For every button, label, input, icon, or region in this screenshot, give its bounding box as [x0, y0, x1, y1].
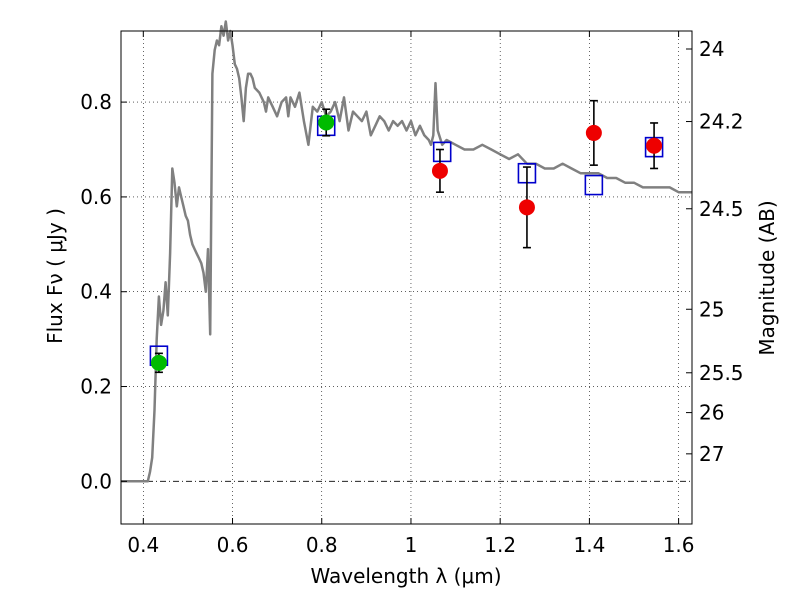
observed-point [150, 354, 167, 371]
model-spectrum [121, 20, 692, 483]
y-tick-label: 0.0 [80, 469, 112, 493]
x-axis-label: Wavelength λ (μm) [310, 564, 501, 588]
x-tick-labels: 0.4 0.6 0.8 1 1.2 1.4 1.6 [127, 533, 694, 557]
right-tick-label: 26 [699, 401, 724, 425]
axis-ticks [121, 31, 692, 524]
y-tick-label: 0.4 [80, 280, 112, 304]
x-tick-label: 1.4 [573, 533, 605, 557]
plot-frame [120, 30, 693, 525]
right-tick-label: 27 [699, 442, 724, 466]
y-tick-label: 0.8 [80, 90, 112, 114]
observed-points [150, 114, 663, 371]
x-tick-label: 1.6 [663, 533, 695, 557]
x-tick-label: 1.2 [484, 533, 516, 557]
right-tick-label: 24 [699, 37, 724, 61]
right-tick-label: 24.2 [699, 110, 744, 134]
observed-point [518, 199, 535, 216]
y-tick-label: 0.2 [80, 375, 112, 399]
x-tick-label: 1 [405, 533, 418, 557]
x-tick-label: 0.6 [217, 533, 249, 557]
model-boxes [149, 115, 664, 367]
model-box-marker [584, 174, 604, 196]
observed-point [585, 124, 602, 141]
right-tick-labels: 24 24.2 24.5 25 25.5 26 27 [699, 37, 744, 466]
error-bars [154, 99, 659, 374]
right-axis-label: Magnitude (AB) [755, 200, 779, 355]
right-tick-label: 25 [699, 297, 724, 321]
right-tick-label: 25.5 [699, 361, 744, 385]
model-spectrum-line [121, 20, 692, 483]
x-tick-label: 0.8 [306, 533, 338, 557]
observed-point [431, 162, 448, 179]
x-tick-label: 0.4 [127, 533, 159, 557]
observed-point [318, 114, 335, 131]
right-tick-label: 24.5 [699, 197, 744, 221]
y-tick-labels: 0.0 0.2 0.4 0.6 0.8 [80, 90, 112, 493]
y-tick-label: 0.6 [80, 185, 112, 209]
y-axis-label: Flux Fν ( μJy ) [43, 208, 67, 344]
observed-point [646, 137, 663, 154]
model-box-marker [432, 141, 452, 163]
